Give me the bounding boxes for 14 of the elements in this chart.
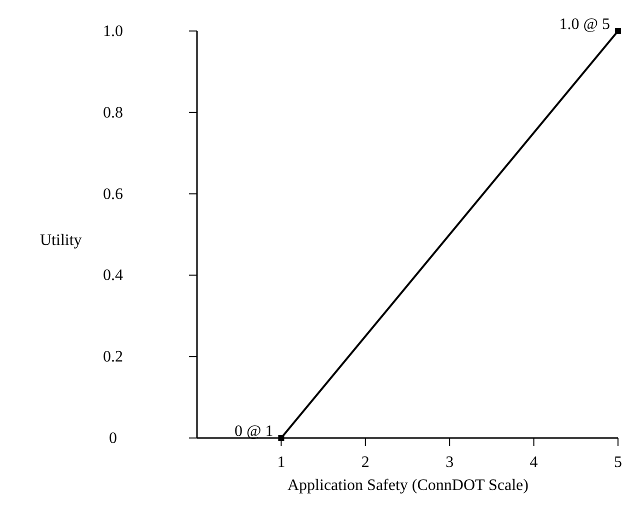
y-tick-label: 1.0 [103,23,123,40]
y-tick-label: 0.2 [103,348,123,366]
y-tick-label: 0.4 [103,267,123,284]
x-tick-label: 5 [614,454,622,471]
x-tick-label: 3 [446,454,454,471]
y-tick-label: 0.8 [103,104,123,122]
y-tick-label: 0 [109,430,117,447]
x-tick-label: 1 [277,454,286,471]
y-axis-title: Utility [40,232,82,249]
x-axis-title: Application Safety (ConnDOT Scale) [288,477,528,494]
x-tick-label: 4 [530,454,538,471]
x-tick-label: 2 [361,454,370,471]
y-tick-label: 0.6 [103,186,123,203]
annotation: 1.0 @ 5 [559,16,610,33]
